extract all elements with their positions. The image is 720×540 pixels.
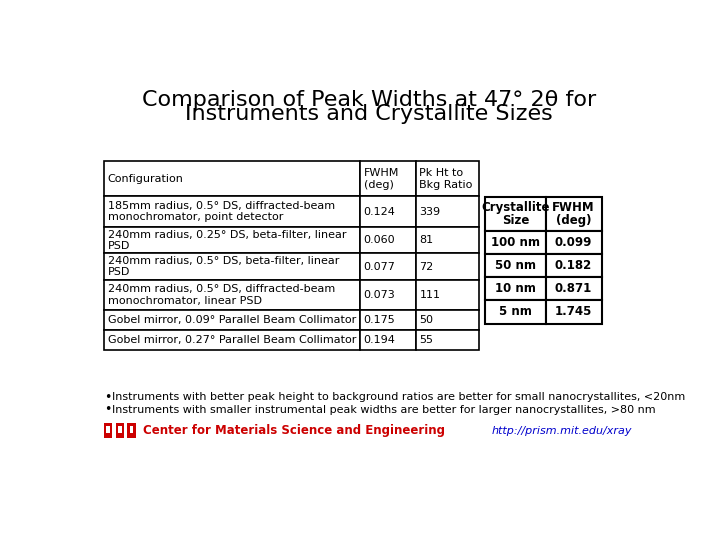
Text: Instruments with better peak height to background ratios are better for small na: Instruments with better peak height to b… bbox=[112, 393, 685, 402]
Bar bbox=[415, 253, 479, 280]
Bar bbox=[130, 426, 133, 433]
Text: 50: 50 bbox=[419, 315, 433, 326]
Text: monochromator, point detector: monochromator, point detector bbox=[108, 212, 283, 222]
Bar bbox=[127, 423, 136, 438]
Text: 0.124: 0.124 bbox=[364, 207, 395, 217]
Bar bbox=[485, 300, 546, 323]
Bar bbox=[104, 227, 360, 253]
Text: Comparison of Peak Widths at 47° 2θ for: Comparison of Peak Widths at 47° 2θ for bbox=[142, 90, 596, 110]
Bar bbox=[485, 254, 546, 278]
Text: Pk Ht to: Pk Ht to bbox=[419, 168, 464, 178]
Text: 240mm radius, 0.5° DS, diffracted-beam: 240mm radius, 0.5° DS, diffracted-beam bbox=[108, 284, 335, 294]
Bar bbox=[104, 423, 112, 438]
Text: 0.099: 0.099 bbox=[555, 236, 593, 249]
Text: (deg): (deg) bbox=[556, 214, 591, 227]
Bar bbox=[415, 161, 479, 197]
Bar bbox=[104, 280, 360, 310]
Bar bbox=[415, 227, 479, 253]
Text: 0.060: 0.060 bbox=[364, 235, 395, 245]
Bar bbox=[546, 278, 601, 300]
Bar bbox=[546, 254, 601, 278]
Text: 55: 55 bbox=[419, 335, 433, 346]
Text: 72: 72 bbox=[419, 261, 433, 272]
Bar bbox=[104, 310, 360, 330]
Bar bbox=[116, 423, 124, 438]
Bar bbox=[415, 280, 479, 310]
Text: 240mm radius, 0.25° DS, beta-filter, linear: 240mm radius, 0.25° DS, beta-filter, lin… bbox=[108, 230, 346, 240]
Bar bbox=[415, 197, 479, 227]
Text: •: • bbox=[104, 391, 112, 404]
Text: Instruments and Crystallite Sizes: Instruments and Crystallite Sizes bbox=[185, 104, 553, 124]
Bar bbox=[415, 330, 479, 350]
Text: 50 nm: 50 nm bbox=[495, 259, 536, 272]
Text: Center for Materials Science and Engineering: Center for Materials Science and Enginee… bbox=[143, 424, 445, 437]
Bar bbox=[485, 197, 546, 231]
Text: 0.175: 0.175 bbox=[364, 315, 395, 326]
Bar bbox=[360, 227, 415, 253]
Text: Configuration: Configuration bbox=[108, 174, 184, 184]
Text: 0.194: 0.194 bbox=[364, 335, 395, 346]
Text: 1.745: 1.745 bbox=[555, 306, 593, 319]
Bar bbox=[360, 253, 415, 280]
Text: (deg): (deg) bbox=[364, 180, 393, 190]
Text: Instruments with smaller instrumental peak widths are better for larger nanocrys: Instruments with smaller instrumental pe… bbox=[112, 405, 655, 415]
Text: 10 nm: 10 nm bbox=[495, 282, 536, 295]
Text: •: • bbox=[104, 403, 112, 416]
Text: 111: 111 bbox=[419, 290, 441, 300]
Text: Bkg Ratio: Bkg Ratio bbox=[419, 180, 473, 190]
Bar bbox=[104, 197, 360, 227]
Text: Size: Size bbox=[502, 214, 529, 227]
Bar bbox=[360, 197, 415, 227]
Text: 0.182: 0.182 bbox=[555, 259, 593, 272]
Text: monochromator, linear PSD: monochromator, linear PSD bbox=[108, 295, 262, 306]
Text: Gobel mirror, 0.27° Parallel Beam Collimator: Gobel mirror, 0.27° Parallel Beam Collim… bbox=[108, 335, 356, 346]
Text: Gobel mirror, 0.09° Parallel Beam Collimator: Gobel mirror, 0.09° Parallel Beam Collim… bbox=[108, 315, 356, 326]
Text: 339: 339 bbox=[419, 207, 441, 217]
Text: 240mm radius, 0.5° DS, beta-filter, linear: 240mm radius, 0.5° DS, beta-filter, line… bbox=[108, 256, 339, 266]
Bar bbox=[415, 310, 479, 330]
Text: PSD: PSD bbox=[108, 267, 130, 277]
Bar bbox=[107, 426, 110, 433]
Text: FWHM: FWHM bbox=[364, 168, 399, 178]
Bar bbox=[546, 300, 601, 323]
Text: Crystallite: Crystallite bbox=[481, 201, 550, 214]
Bar bbox=[360, 280, 415, 310]
Bar bbox=[360, 330, 415, 350]
Bar bbox=[104, 330, 360, 350]
Bar bbox=[104, 161, 360, 197]
Bar bbox=[360, 161, 415, 197]
Bar bbox=[485, 231, 546, 254]
Bar bbox=[360, 310, 415, 330]
Text: 185mm radius, 0.5° DS, diffracted-beam: 185mm radius, 0.5° DS, diffracted-beam bbox=[108, 201, 335, 211]
Text: 5 nm: 5 nm bbox=[499, 306, 532, 319]
Bar bbox=[546, 231, 601, 254]
Bar bbox=[485, 278, 546, 300]
Text: 0.871: 0.871 bbox=[555, 282, 593, 295]
Text: 0.077: 0.077 bbox=[364, 261, 395, 272]
Text: 100 nm: 100 nm bbox=[491, 236, 540, 249]
Bar bbox=[118, 426, 122, 433]
Text: 81: 81 bbox=[419, 235, 433, 245]
Bar bbox=[104, 253, 360, 280]
Text: PSD: PSD bbox=[108, 241, 130, 251]
Text: 0.073: 0.073 bbox=[364, 290, 395, 300]
Text: FWHM: FWHM bbox=[552, 201, 595, 214]
Bar bbox=[546, 197, 601, 231]
Text: http://prism.mit.edu/xray: http://prism.mit.edu/xray bbox=[492, 426, 632, 436]
